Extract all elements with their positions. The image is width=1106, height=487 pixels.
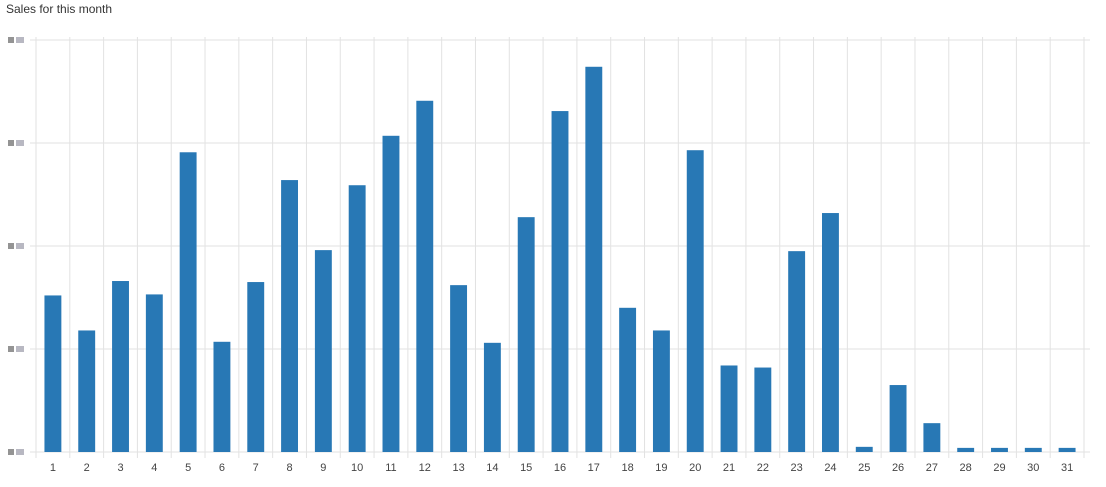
x-tick-label: 30 [1027,462,1039,474]
x-tick-label: 19 [655,462,667,474]
x-tick-label: 4 [151,462,157,474]
x-tick-label: 23 [791,462,803,474]
obscured-tick-label [16,37,24,43]
bar [145,294,163,452]
obscured-tick-label [8,243,14,249]
x-tick-label: 8 [286,462,292,474]
x-tick-label: 28 [960,462,972,474]
bar [855,446,873,452]
x-tick-label: 25 [858,462,870,474]
bar [78,330,96,452]
x-tick-label: 29 [993,462,1005,474]
chart-title: Sales for this month [6,2,112,16]
x-tick-label: 21 [723,462,735,474]
bar [382,135,400,453]
obscured-tick-label [8,346,14,352]
bar [416,100,434,453]
bar [247,282,265,452]
obscured-tick-label [16,449,24,455]
x-tick-label: 13 [452,462,464,474]
obscured-tick-label [16,346,24,352]
bar [213,341,231,452]
x-tick-label: 27 [926,462,938,474]
bar [822,213,839,452]
x-tick-label: 2 [84,462,90,474]
bar [619,307,637,452]
x-tick-label: 6 [219,462,225,474]
x-tick-label: 17 [588,462,600,474]
bar [889,385,907,452]
x-tick-label: 16 [554,462,566,474]
x-tick-label: 12 [419,462,431,474]
x-tick-label: 14 [486,462,498,474]
x-tick-label: 22 [757,462,769,474]
x-tick-label: 18 [621,462,633,474]
obscured-tick-label [8,449,14,455]
x-tick-label: 31 [1061,462,1073,474]
obscured-tick-label [8,140,14,146]
bar [450,285,468,452]
x-tick-label: 24 [824,462,836,474]
x-tick-label: 9 [320,462,326,474]
bar [112,281,129,452]
x-tick-label: 11 [385,462,396,474]
bar [1024,447,1042,452]
x-tick-label: 7 [253,462,259,474]
bar [720,365,738,452]
x-tick-label: 15 [520,462,532,474]
bar [44,295,62,452]
x-tick-label: 1 [50,462,56,474]
bar [652,330,670,452]
x-tick-label: 3 [117,462,123,474]
bar [348,185,366,453]
x-tick-label: 10 [351,462,363,474]
bar [483,342,501,452]
bar [686,150,704,452]
bar [585,66,603,452]
bar [957,447,975,452]
obscured-tick-label [8,37,14,43]
bar [788,251,806,452]
bar [923,423,941,452]
bar [517,217,535,452]
bar [1058,447,1076,452]
bar [179,152,197,452]
bar [551,111,569,452]
obscured-tick-label [16,243,24,249]
x-tick-label: 5 [185,462,191,474]
bar [754,367,772,452]
obscured-tick-label [16,140,24,146]
bar [281,180,298,452]
x-tick-label: 26 [892,462,904,474]
bar [314,250,332,452]
bar [991,447,1008,452]
x-tick-label: 20 [689,462,701,474]
